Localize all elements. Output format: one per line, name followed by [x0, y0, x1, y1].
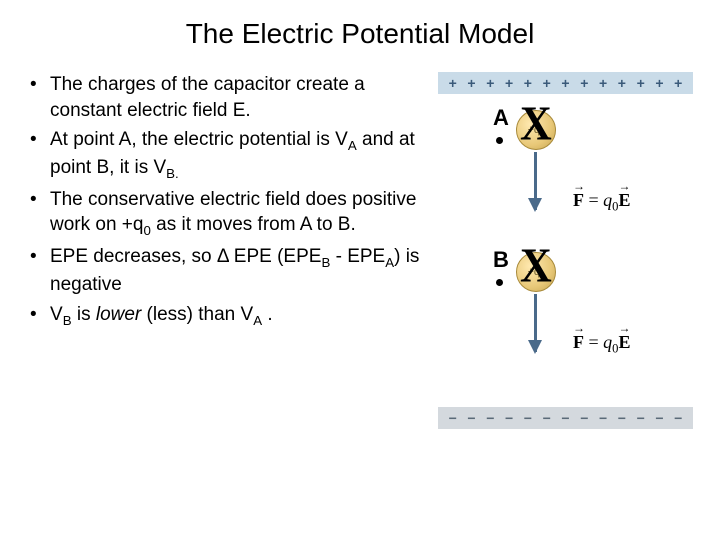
- plus-icon: +: [524, 75, 532, 91]
- b2-subA: A: [348, 138, 357, 153]
- charge-b: +q₀: [516, 252, 556, 292]
- minus-icon: −: [505, 410, 513, 426]
- minus-icon: −: [543, 410, 551, 426]
- minus-icon: −: [655, 410, 663, 426]
- force-equation-b: F = q0E: [573, 332, 630, 357]
- bullet-1: The charges of the capacitor create a co…: [28, 72, 428, 123]
- plus-icon: +: [449, 75, 457, 91]
- plus-icon: +: [580, 75, 588, 91]
- b2-part1: At point A, the electric potential is V: [50, 129, 348, 150]
- vec-F: F: [573, 190, 584, 211]
- bullet-5: VB is lower (less) than VA .: [28, 302, 428, 330]
- vec-E: E: [618, 332, 630, 353]
- minus-icon: −: [618, 410, 626, 426]
- point-a-dot: [496, 137, 503, 144]
- vec-F: F: [573, 332, 584, 353]
- plus-icon: +: [618, 75, 626, 91]
- minus-icon: −: [486, 410, 494, 426]
- force-arrow-a: [534, 152, 537, 210]
- b5-italic: lower: [96, 304, 141, 325]
- plus-icon: +: [655, 75, 663, 91]
- bullet-3: The conservative electric field does pos…: [28, 187, 428, 240]
- plus-icon: +: [561, 75, 569, 91]
- q-sym: q: [603, 190, 612, 210]
- b4-mid: - EPE: [330, 246, 385, 267]
- minus-icon: −: [637, 410, 645, 426]
- minus-icon: −: [561, 410, 569, 426]
- b5-subB: B: [63, 312, 72, 327]
- plus-icon: +: [505, 75, 513, 91]
- q-sym: q: [603, 332, 612, 352]
- b5-part2: (less) than V: [141, 304, 253, 325]
- point-b-label: B: [493, 247, 509, 273]
- minus-icon: −: [674, 410, 682, 426]
- eq-text: =: [584, 190, 603, 210]
- b2-subB: B.: [166, 166, 179, 181]
- b4-part1: EPE decreases, so Δ EPE (EPE: [50, 246, 321, 267]
- content-area: The charges of the capacitor create a co…: [0, 50, 720, 452]
- b4-subA: A: [385, 255, 394, 270]
- negative-plate: −−−−−−−−−−−−−: [438, 407, 693, 429]
- vec-E: E: [618, 190, 630, 211]
- force-equation-a: F = q0E: [573, 190, 630, 215]
- b5-mid: is: [72, 304, 96, 325]
- b3-part2: as it moves from A to B.: [151, 214, 356, 235]
- force-arrow-b: [534, 294, 537, 352]
- point-a-label: A: [493, 105, 509, 131]
- plus-icon: +: [674, 75, 682, 91]
- b3-sub: 0: [143, 223, 150, 238]
- charge-a: +q₀: [516, 110, 556, 150]
- capacitor-diagram: +++++++++++++ A +q₀ X F = q0E B +q₀ X F …: [438, 72, 698, 452]
- minus-icon: −: [467, 410, 475, 426]
- bullet-2: At point A, the electric potential is VA…: [28, 127, 428, 182]
- b5-part1: V: [50, 304, 63, 325]
- minus-icon: −: [580, 410, 588, 426]
- plus-icon: +: [637, 75, 645, 91]
- b4-subB: B: [321, 255, 330, 270]
- minus-icon: −: [449, 410, 457, 426]
- plus-icon: +: [543, 75, 551, 91]
- b5-subA: A: [253, 312, 262, 327]
- page-title: The Electric Potential Model: [0, 0, 720, 50]
- bullet-4: EPE decreases, so Δ EPE (EPEB - EPEA) is…: [28, 244, 428, 297]
- point-b-dot: [496, 279, 503, 286]
- positive-plate: + + + + + + + + + + + + +: [438, 72, 693, 94]
- eq-text: =: [584, 332, 603, 352]
- b5-end: .: [262, 304, 273, 325]
- plus-icon: +: [599, 75, 607, 91]
- plus-icon: +: [467, 75, 475, 91]
- minus-icon: −: [524, 410, 532, 426]
- minus-icon: −: [599, 410, 607, 426]
- plus-icon: +: [486, 75, 494, 91]
- bullet-list: The charges of the capacitor create a co…: [28, 72, 428, 452]
